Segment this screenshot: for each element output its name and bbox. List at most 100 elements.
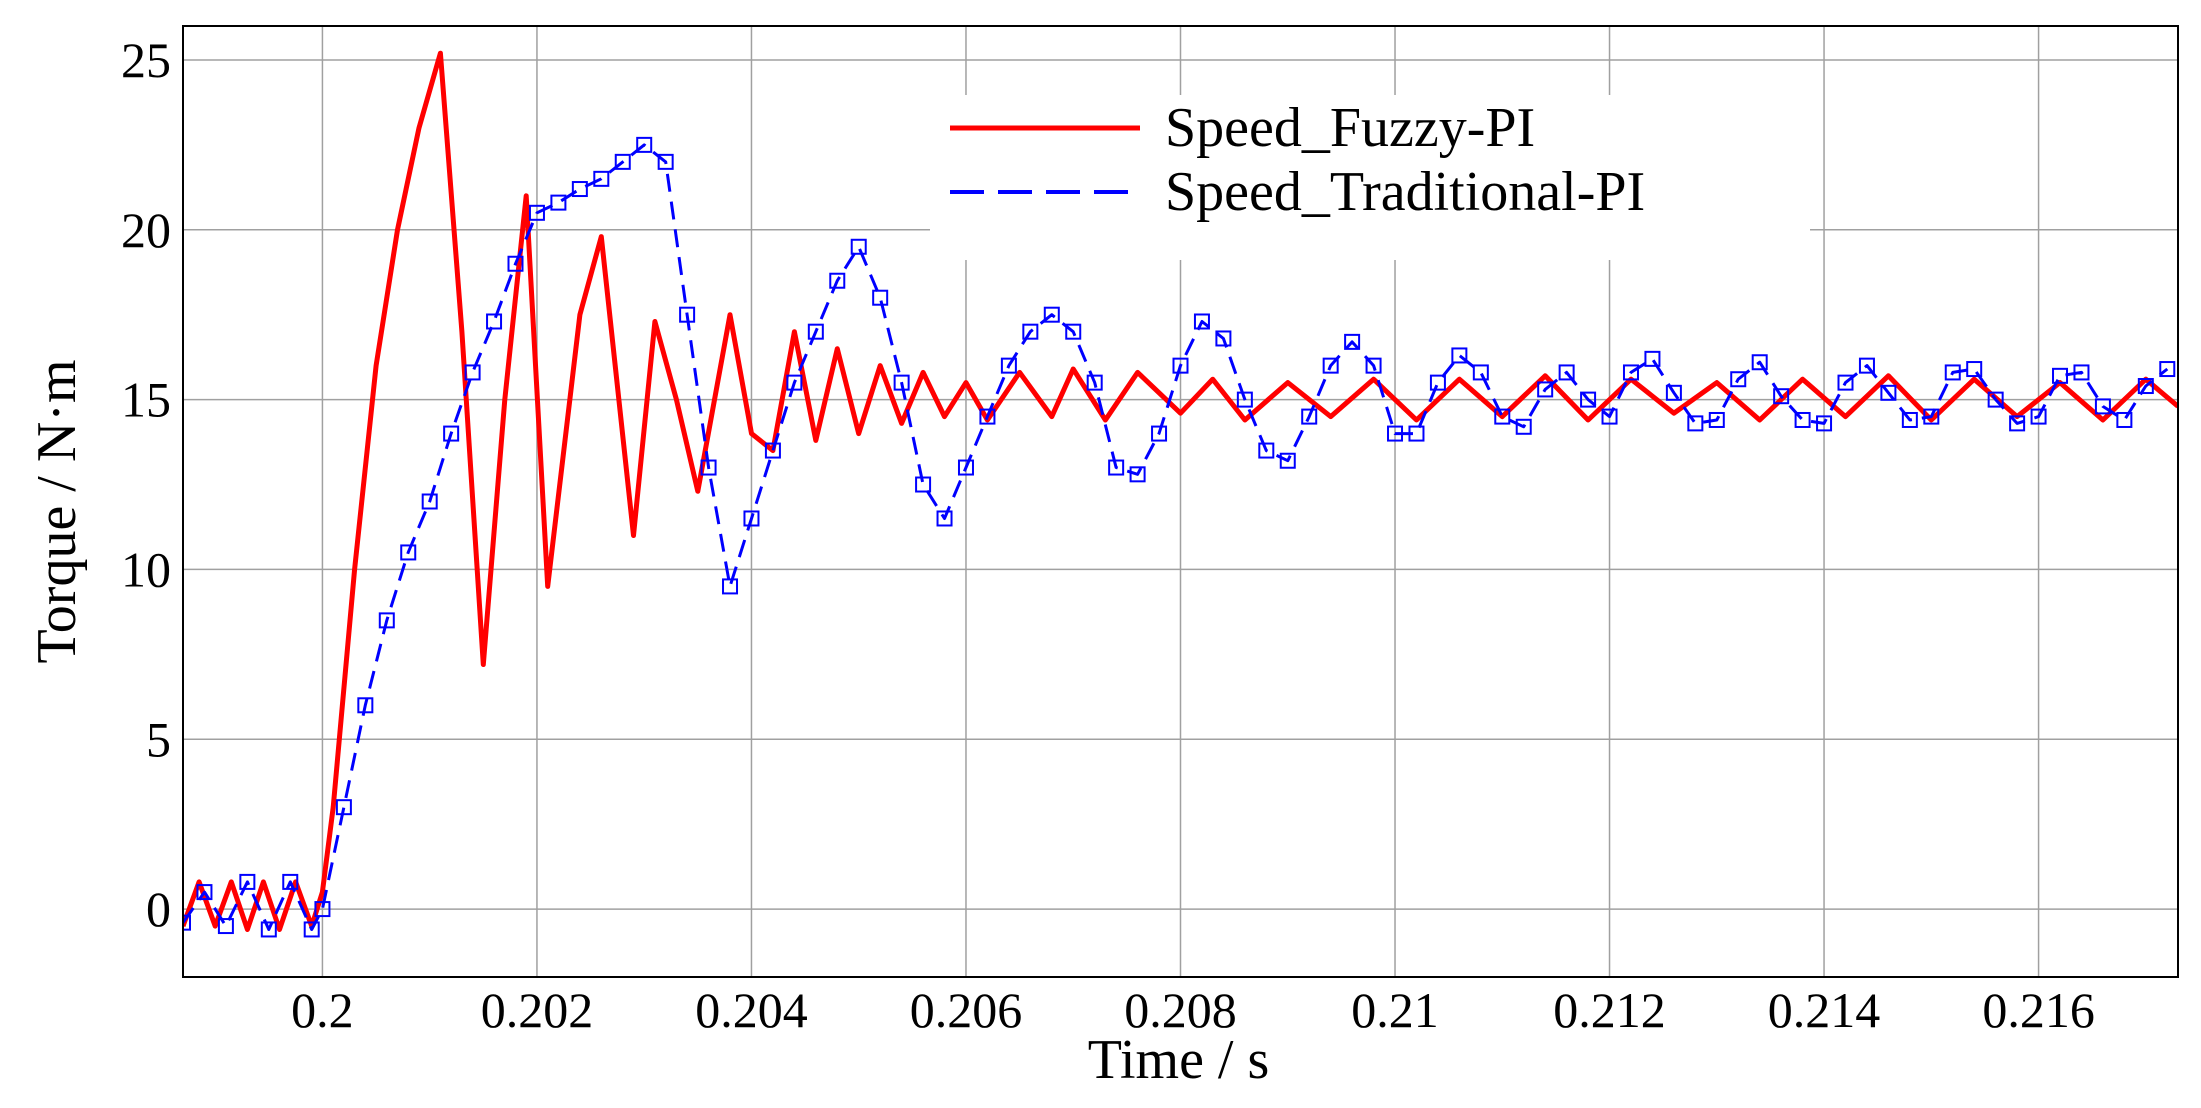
data-point [1773,388,1790,405]
data-point [357,697,374,714]
data-point [303,921,320,938]
y-tick-label: 25 [121,32,171,88]
x-tick-label: 0.206 [910,982,1023,1038]
data-point [421,493,438,510]
data-point [786,374,803,391]
data-point [722,578,739,595]
data-point [1193,313,1210,330]
data-point [1558,364,1575,381]
data-point [571,181,588,198]
legend-label-traditional: Speed_Traditional-PI [1165,161,1645,223]
data-point [850,238,867,255]
data-point [239,873,256,890]
y-tick-label: 5 [146,711,171,767]
data-point [829,272,846,289]
data-point [1301,408,1318,425]
data-point [1451,347,1468,364]
data-point [893,374,910,391]
data-point [1687,415,1704,432]
legend: Speed_Fuzzy-PI Speed_Traditional-PI [930,95,1810,260]
y-tick-label: 20 [121,202,171,258]
data-point [1537,381,1554,398]
data-point [1151,425,1168,442]
data-point [807,323,824,340]
data-point [443,425,460,442]
x-tick-label: 0.21 [1351,982,1439,1038]
data-point [1708,411,1725,428]
data-point [1129,466,1146,483]
data-point [400,544,417,561]
data-point [1837,374,1854,391]
data-point [1580,391,1597,408]
data-point [915,476,932,493]
data-point [1730,371,1747,388]
x-tick-label: 0.202 [481,982,594,1038]
data-point [1494,408,1511,425]
data-point [528,204,545,221]
plot-data [183,50,2178,938]
data-point [636,136,653,153]
data-point [1065,323,1082,340]
x-tick-label: 0.216 [1982,982,2095,1038]
data-point [183,914,191,931]
data-point [2030,408,2047,425]
data-point [1858,357,1875,374]
data-point [1429,374,1446,391]
data-point [314,901,331,918]
data-point [657,153,674,170]
data-point [1794,411,1811,428]
data-point [260,921,277,938]
data-point [700,459,717,476]
data-point [1344,333,1361,350]
data-point [593,170,610,187]
y-tick-labels: 0 5 10 15 20 25 [121,32,171,937]
data-point [1987,391,2004,408]
data-point [2094,398,2111,415]
data-point [486,313,503,330]
data-point [957,459,974,476]
x-tick-label: 0.208 [1124,982,1237,1038]
data-point [1086,374,1103,391]
legend-background [930,95,1810,260]
data-point [1880,384,1897,401]
data-point [2116,411,2133,428]
data-point [1279,452,1296,469]
data-point [764,442,781,459]
data-point [464,364,481,381]
data-point [1000,357,1017,374]
data-point [1172,357,1189,374]
data-point [1322,357,1339,374]
y-tick-label: 0 [146,881,171,937]
plot-frame [182,25,2179,978]
y-tick-label: 15 [121,372,171,428]
data-point [2052,367,2069,384]
series-line-0 [183,50,2178,932]
data-point [1601,408,1618,425]
data-point [1108,459,1125,476]
data-point [1408,425,1425,442]
data-point [979,408,996,425]
x-tick-label: 0.204 [695,982,808,1038]
data-point [196,884,213,901]
data-point [1472,364,1489,381]
data-point [1665,384,1682,401]
y-axis-title: Torque / N·m [26,359,88,663]
data-point [217,918,234,935]
data-point [2159,361,2176,378]
series-line-1 [183,143,2169,931]
data-point [1365,357,1382,374]
data-point [1258,442,1275,459]
data-point [1387,425,1404,442]
data-point [550,194,567,211]
data-point [1215,330,1232,347]
data-point [1901,411,1918,428]
data-point [1043,306,1060,323]
data-point [1944,364,1961,381]
x-axis-title: Time / s [1088,1029,1270,1091]
data-point [1923,408,1940,425]
x-tick-label: 0.212 [1553,982,1666,1038]
data-point [507,255,524,272]
series-layer [183,50,2178,938]
data-point [2073,364,2090,381]
